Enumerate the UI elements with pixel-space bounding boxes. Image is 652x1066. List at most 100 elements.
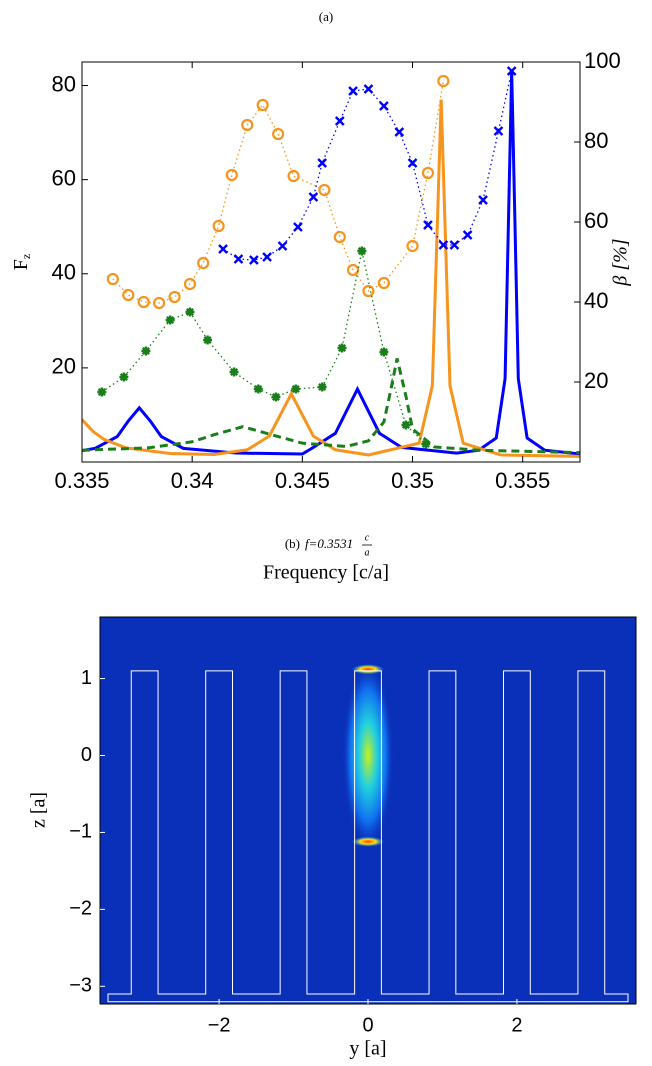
hot-spot (352, 836, 384, 847)
x-marker (394, 127, 405, 137)
panel-b-xlabel: y [a] (349, 1038, 386, 1060)
x-tick-label: 2 (511, 1014, 522, 1036)
circle-marker (362, 284, 375, 298)
y2-tick-label: 100 (584, 48, 621, 73)
x-tick-label: 0.355 (495, 468, 550, 493)
panel-a-y2label: β [%] (610, 238, 632, 286)
circle-marker (212, 219, 225, 233)
circle-marker (153, 296, 166, 310)
panel-a-title: (a) (319, 9, 333, 24)
y-tick-label: −2 (69, 898, 92, 920)
x-marker (249, 255, 259, 265)
x-tick-label: 0.35 (391, 468, 434, 493)
circle-marker (406, 239, 419, 253)
x-marker (348, 86, 358, 96)
series-line (101, 250, 427, 445)
x-marker (449, 240, 460, 250)
x-marker (379, 101, 389, 111)
y-tick-label: −3 (69, 975, 92, 997)
star-marker (165, 315, 175, 325)
circle-marker (437, 74, 450, 88)
panel-b-title-num: c (365, 532, 370, 543)
y-tick-label: 60 (52, 165, 76, 190)
circle-marker (183, 277, 197, 291)
y2-tick-label: 80 (584, 128, 608, 153)
field-glow (342, 660, 394, 851)
x-marker (423, 220, 433, 230)
hot-spot (352, 664, 384, 675)
x-marker (317, 158, 328, 168)
panel-a-xlabel: Frequency [c/a] (263, 562, 389, 584)
x-marker (293, 222, 303, 232)
circle-marker (421, 166, 435, 180)
circle-marker (122, 288, 135, 302)
y-tick-label: 1 (81, 667, 92, 689)
panel-b-title: (b) (285, 536, 300, 551)
x-marker (233, 254, 244, 264)
circle-marker (197, 256, 210, 270)
star-marker (203, 335, 213, 345)
y2-tick-label: 60 (584, 208, 608, 233)
x-marker (363, 84, 374, 94)
star-marker (401, 420, 411, 430)
x-marker (277, 241, 288, 251)
star-marker (97, 387, 107, 397)
circle-marker (256, 98, 269, 112)
series-line (222, 70, 513, 261)
x-marker (478, 195, 488, 205)
star-marker (291, 384, 301, 394)
x-tick-label: 0.345 (275, 468, 330, 493)
y-tick-label: 40 (52, 260, 76, 285)
series-line (82, 71, 580, 456)
x-marker (438, 240, 449, 250)
structure-outline (107, 670, 629, 1003)
ylabel-sub: z (19, 254, 33, 259)
x-marker (462, 230, 473, 240)
star-marker (337, 343, 347, 353)
circle-marker (106, 272, 119, 286)
y-tick-label: 80 (52, 71, 76, 96)
star-marker (317, 382, 327, 392)
y-tick-label: −1 (69, 821, 92, 843)
x-marker (218, 244, 228, 254)
circle-marker (333, 230, 346, 244)
x-marker (506, 66, 517, 76)
circle-marker (168, 290, 181, 304)
star-marker (271, 392, 281, 402)
panel-b-title-den: a (365, 547, 370, 558)
panel-b-title-f: f=0.3531 (305, 536, 353, 551)
circle-marker (225, 168, 238, 182)
x-tick-label: −2 (208, 1014, 231, 1036)
x-marker (308, 192, 319, 202)
star-marker (253, 384, 263, 394)
y-tick-label: 0 (81, 744, 92, 766)
x-marker (493, 126, 504, 136)
circle-marker (137, 295, 150, 309)
star-marker (119, 372, 129, 382)
x-marker (407, 158, 418, 168)
x-marker (334, 116, 345, 126)
plot-frame (81, 61, 581, 463)
ylabel-main: F (10, 259, 32, 270)
circle-marker (241, 118, 254, 132)
star-marker (421, 439, 431, 449)
circle-marker (318, 183, 331, 197)
circle-marker (377, 276, 390, 290)
panel-a-ylabel: Fz (10, 254, 33, 270)
x-marker (262, 252, 272, 262)
star-marker (185, 307, 195, 317)
y2-tick-label: 40 (584, 288, 608, 313)
x-tick-label: 0.34 (171, 468, 214, 493)
star-marker (379, 347, 389, 357)
series-line (112, 80, 445, 304)
star-marker (229, 367, 239, 377)
circle-marker (346, 263, 360, 277)
x-tick-label: 0 (362, 1014, 373, 1036)
star-marker (141, 346, 151, 356)
series-line (82, 358, 580, 455)
panel-b-ylabel: z [a] (28, 792, 50, 828)
circle-marker (287, 169, 300, 183)
y2-tick-label: 20 (584, 368, 608, 393)
series-line (82, 99, 580, 458)
